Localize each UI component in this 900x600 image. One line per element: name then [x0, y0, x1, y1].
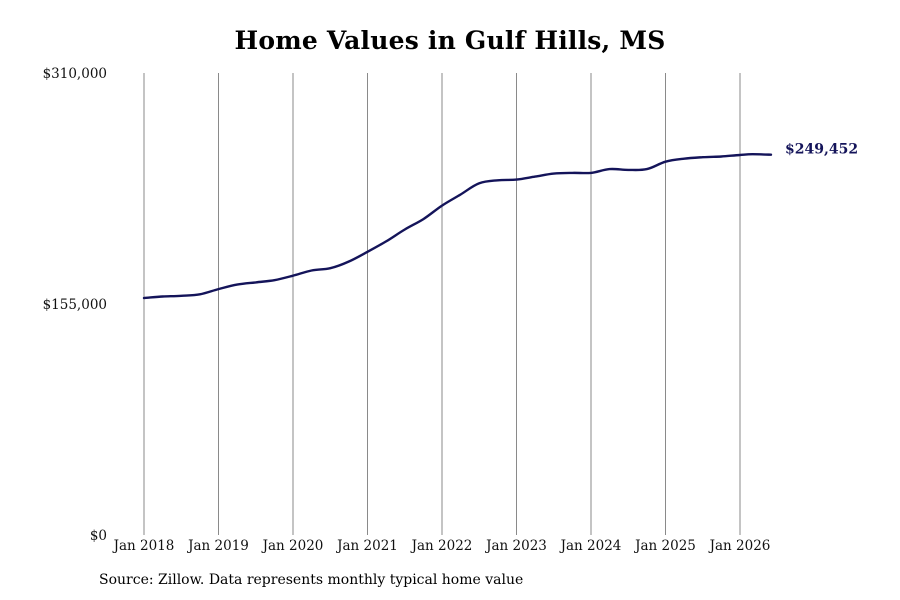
x-tick-label: Jan 2019 [186, 538, 249, 554]
x-tick-label: Jan 2025 [633, 538, 696, 554]
chart-title: Home Values in Gulf Hills, MS [234, 26, 666, 55]
gridlines [143, 73, 741, 535]
x-tick-label: Jan 2022 [410, 538, 473, 554]
x-tick-label: Jan 2020 [261, 538, 324, 554]
x-tick-label: Jan 2023 [484, 538, 547, 554]
x-tick-label: Jan 2021 [335, 538, 398, 554]
x-tick-label: Jan 2024 [559, 538, 622, 554]
source-note: Source: Zillow. Data represents monthly … [99, 572, 524, 588]
y-axis-labels: $0 $155,000 $310,000 [43, 66, 107, 544]
y-tick-label: $310,000 [43, 66, 107, 82]
home-value-line [142, 153, 773, 300]
y-tick-label: $155,000 [43, 297, 107, 313]
x-axis-labels: Jan 2018 Jan 2019 Jan 2020 Jan 2021 Jan 2022… [112, 538, 771, 554]
end-value-label: $249,452 [785, 142, 858, 158]
y-tick-label: $0 [90, 528, 107, 544]
x-tick-label: Jan 2026 [708, 538, 771, 554]
x-tick-label: Jan 2018 [112, 538, 175, 554]
